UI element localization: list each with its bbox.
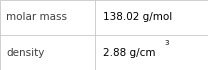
- Text: density: density: [6, 48, 45, 57]
- Text: 2.88 g/cm: 2.88 g/cm: [103, 48, 155, 57]
- Text: molar mass: molar mass: [6, 13, 67, 22]
- Text: 138.02 g/mol: 138.02 g/mol: [103, 13, 172, 22]
- Text: 3: 3: [164, 40, 169, 46]
